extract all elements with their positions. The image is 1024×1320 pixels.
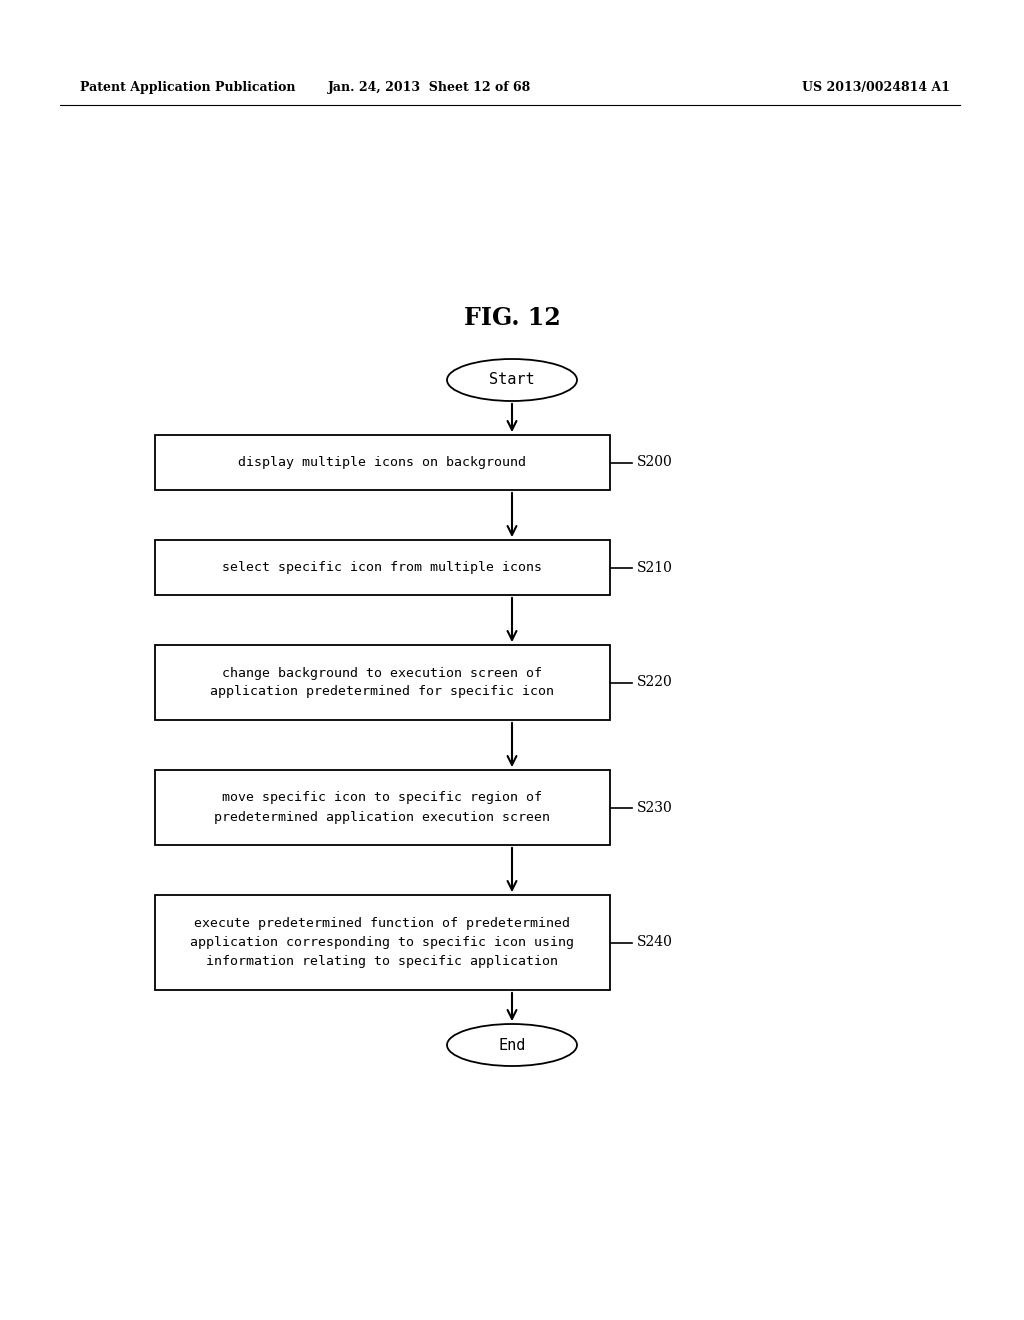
Text: End: End [499,1038,525,1052]
FancyBboxPatch shape [155,895,610,990]
Text: US 2013/0024814 A1: US 2013/0024814 A1 [802,82,950,95]
Text: S230: S230 [637,800,673,814]
Text: S220: S220 [637,676,673,689]
Text: display multiple icons on background: display multiple icons on background [239,455,526,469]
FancyBboxPatch shape [155,540,610,595]
Text: Jan. 24, 2013  Sheet 12 of 68: Jan. 24, 2013 Sheet 12 of 68 [329,82,531,95]
Text: select specific icon from multiple icons: select specific icon from multiple icons [222,561,543,574]
Text: Start: Start [489,372,535,388]
FancyBboxPatch shape [155,645,610,719]
Text: S210: S210 [637,561,673,574]
Text: FIG. 12: FIG. 12 [464,306,560,330]
Text: S200: S200 [637,455,673,470]
Text: move specific icon to specific region of
predetermined application execution scr: move specific icon to specific region of… [214,792,551,824]
FancyBboxPatch shape [155,770,610,845]
Text: execute predetermined function of predetermined
application corresponding to spe: execute predetermined function of predet… [190,917,574,968]
Text: change background to execution screen of
application predetermined for specific : change background to execution screen of… [211,667,555,698]
Text: S240: S240 [637,936,673,949]
Text: Patent Application Publication: Patent Application Publication [80,82,296,95]
FancyBboxPatch shape [155,436,610,490]
Ellipse shape [447,359,577,401]
Ellipse shape [447,1024,577,1067]
